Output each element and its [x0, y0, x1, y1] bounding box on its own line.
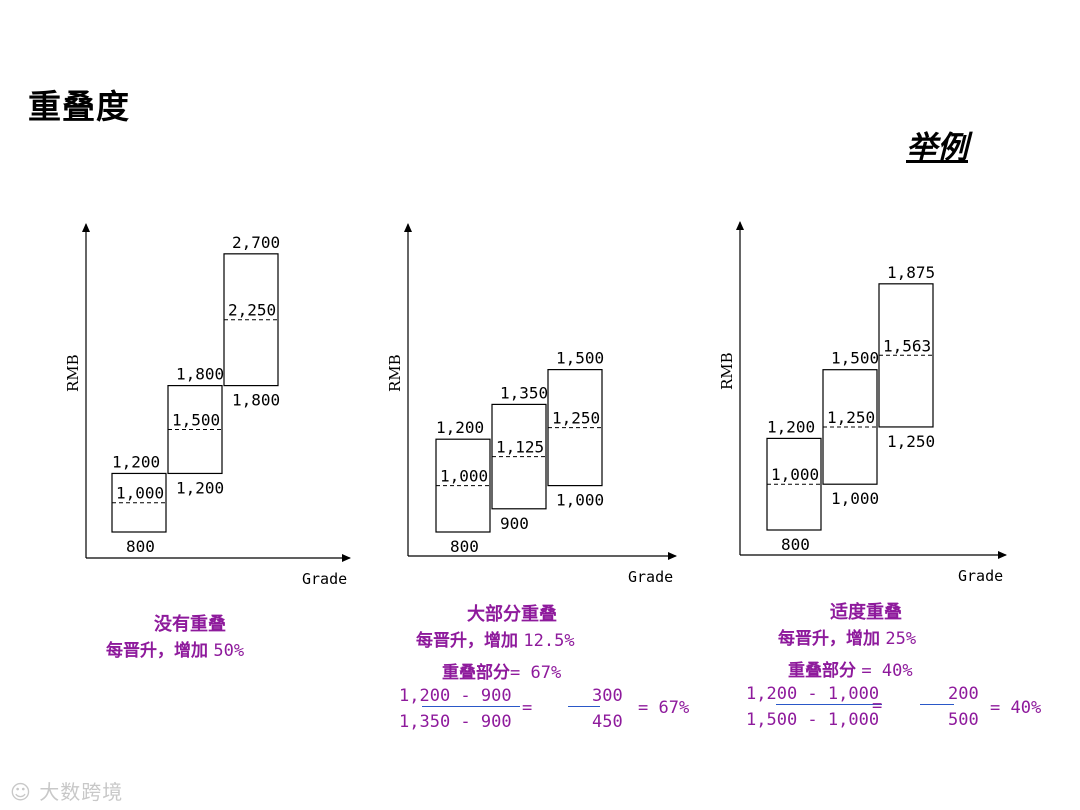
max-label: 1,350: [500, 383, 548, 402]
max-label: 1,200: [767, 417, 815, 436]
example-label: 举例: [906, 130, 968, 166]
max-label: 1,500: [831, 349, 879, 368]
panel3-overlap: 重叠部分 = 40%: [788, 656, 913, 681]
midpoint-label: 1,000: [440, 467, 488, 486]
min-label: 1,200: [176, 478, 224, 497]
x-axis-label: Grade: [958, 567, 1003, 585]
panel2-overlap: 重叠部分= 67%: [442, 658, 561, 683]
max-label: 2,700: [232, 233, 280, 252]
max-label: 1,875: [887, 263, 935, 282]
panel2-increase-label: 每晋升，增加: [416, 631, 518, 651]
panel2-formula-result: = 67%: [638, 698, 690, 718]
max-label: 1,800: [176, 365, 224, 384]
min-label: 900: [500, 514, 529, 533]
panel-3: Grade RMB 1,200 1,000 800 1,500 1,250 1,000 1,87…: [718, 221, 1007, 585]
panel2-fraction-line: [568, 706, 600, 707]
midpoint-label: 1,500: [172, 411, 220, 430]
min-label: 1,800: [232, 391, 280, 410]
panel2-formula-denominator: 1,350 - 900: [399, 712, 512, 732]
midpoint-label: 1,000: [116, 484, 164, 503]
panel2-formula-equals: =: [522, 698, 533, 718]
min-label: 1,000: [556, 491, 604, 510]
y-axis-label: RMB: [386, 354, 404, 392]
panel2-increase-value: 12.5%: [523, 631, 575, 651]
panel1-increase-label: 每晋升，增加: [106, 641, 208, 661]
watermark: ☺ 大数跨境: [10, 776, 123, 805]
panel3-caption-increase: 每晋升，增加 25%: [778, 624, 916, 649]
min-label: 1,250: [887, 432, 935, 451]
panel3-fraction-line: [920, 704, 954, 705]
y-axis-label: RMB: [64, 354, 82, 392]
max-label: 1,200: [436, 418, 484, 437]
panel-1: Grade RMB 1,200 1,000 800 1,800 1,500 1,200 2,70…: [64, 223, 351, 588]
panel1-increase-value: 50%: [213, 641, 245, 661]
panel2-fraction-numerator: 300: [592, 686, 623, 706]
y-axis-label: RMB: [718, 352, 736, 390]
midpoint-label: 1,250: [827, 408, 875, 427]
panel3-fraction-denominator: 500: [948, 710, 979, 730]
panel1-caption-increase: 每晋升，增加 50%: [106, 636, 244, 661]
watermark-logo-icon: ☺: [10, 780, 32, 804]
panel2-caption-title: 大部分重叠: [467, 604, 557, 625]
min-label: 800: [126, 537, 155, 556]
panel2-overlap-value: = 67%: [510, 663, 562, 683]
min-label: 800: [450, 537, 479, 556]
panel2-caption-increase: 每晋升，增加 12.5%: [416, 626, 575, 651]
min-label: 1,000: [831, 489, 879, 508]
panel3-caption-title: 适度重叠: [830, 602, 902, 623]
panel2-fraction-denominator: 450: [592, 712, 623, 732]
panel2-formula-numerator: 1,200 - 900: [399, 686, 512, 706]
panel3-increase-label: 每晋升，增加: [778, 629, 880, 649]
midpoint-label: 1,125: [496, 438, 544, 457]
max-label: 1,200: [112, 452, 160, 471]
panel3-overlap-value: = 40%: [861, 661, 913, 681]
midpoint-label: 1,563: [883, 336, 931, 355]
panel1-caption-title: 没有重叠: [154, 614, 226, 635]
panel3-formula-line: [776, 704, 882, 705]
panel-2: Grade RMB 1,200 1,000 800 1,350 1,125 900 1,500 1…: [386, 223, 677, 586]
panel3-increase-value: 25%: [885, 629, 917, 649]
panel3-overlap-label: 重叠部分: [788, 661, 856, 681]
max-label: 1,500: [556, 349, 604, 368]
x-axis-label: Grade: [302, 570, 347, 588]
panel3-fraction-numerator: 200: [948, 684, 979, 704]
watermark-text: 大数跨境: [39, 780, 124, 804]
midpoint-label: 1,250: [552, 409, 600, 428]
min-label: 800: [781, 535, 810, 554]
panel3-formula-equals: =: [872, 696, 883, 716]
panel2-formula-line: [422, 706, 520, 707]
x-axis-label: Grade: [628, 568, 673, 586]
panel3-formula-result: = 40%: [990, 698, 1042, 718]
midpoint-label: 1,000: [771, 465, 819, 484]
panel3-formula-denominator: 1,500 - 1,000: [746, 710, 880, 730]
panel3-formula-numerator: 1,200 - 1,000: [746, 684, 880, 704]
slide-title: 重叠度: [28, 87, 130, 126]
midpoint-label: 2,250: [228, 301, 276, 320]
panel2-overlap-label: 重叠部分: [442, 663, 510, 683]
